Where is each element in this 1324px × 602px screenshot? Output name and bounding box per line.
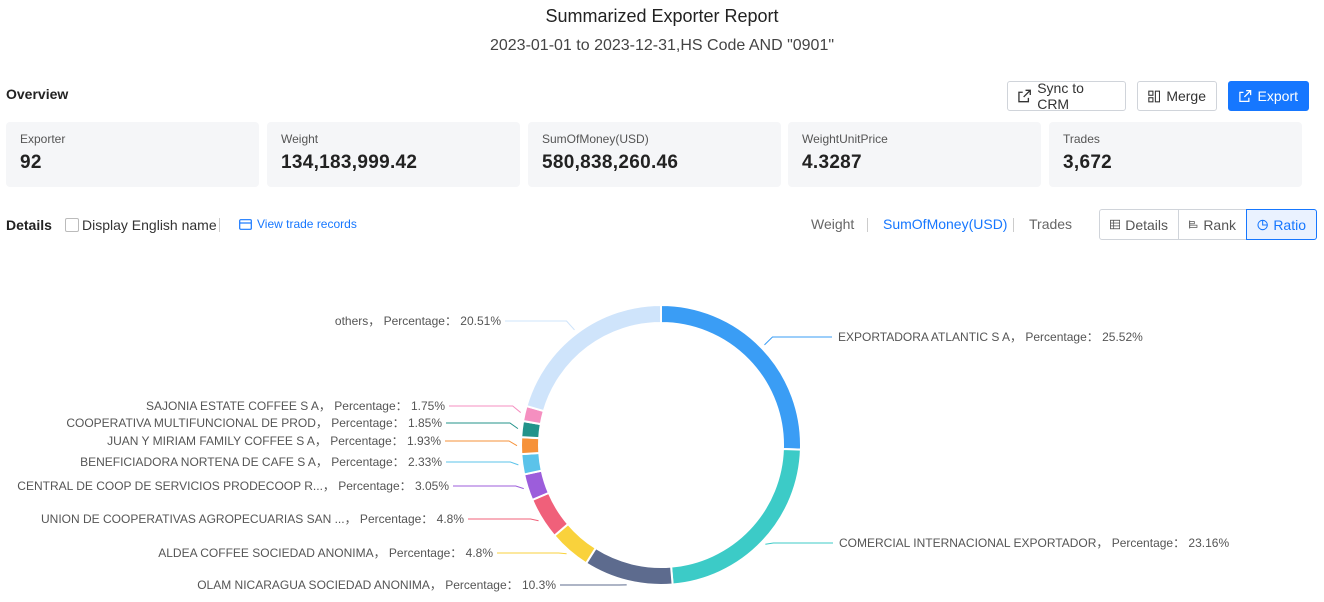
english-name-checkbox-label[interactable]: Display English name — [82, 217, 217, 233]
leader-line — [453, 485, 524, 490]
stat-card-trades: Trades 3,672 — [1049, 122, 1302, 187]
slice-label: COMERCIAL INTERNACIONAL EXPORTADOR， Perc… — [839, 536, 1229, 550]
leader-line — [497, 552, 567, 555]
pie-slice[interactable] — [660, 303, 802, 451]
stat-card-sum-of-money: SumOfMoney(USD) 580,838,260.46 — [528, 122, 781, 187]
slice-label: ALDEA COFFEE SOCIEDAD ANONIMA， Percentag… — [158, 546, 493, 560]
sync-button-label: Sync to CRM — [1037, 80, 1084, 112]
stat-label: WeightUnitPrice — [802, 132, 888, 146]
pie-chart-icon — [1257, 219, 1268, 230]
slice-label: CENTRAL DE COOP DE SERVICIOS PRODECOOP R… — [17, 479, 449, 493]
pie-slice[interactable] — [525, 303, 662, 413]
details-heading: Details — [6, 217, 52, 233]
view-trade-records-link[interactable]: View trade records — [239, 217, 357, 231]
stat-label: Trades — [1063, 132, 1100, 146]
stat-value: 580,838,260.46 — [542, 152, 679, 173]
divider — [867, 218, 868, 232]
view-rank-button[interactable]: Rank — [1178, 209, 1247, 240]
view-details-label: Details — [1125, 216, 1168, 233]
leader-line — [765, 542, 833, 545]
pie-slice[interactable] — [530, 491, 570, 538]
sync-to-crm-button[interactable]: Sync to CRM — [1007, 80, 1126, 112]
export-button-label: Export — [1257, 88, 1298, 104]
stat-value: 3,672 — [1063, 152, 1113, 173]
leader-line — [505, 320, 575, 331]
merge-button-label: Merge — [1166, 88, 1206, 104]
stat-value: 4.3287 — [802, 152, 862, 173]
metric-tab-weight[interactable]: Weight — [811, 216, 855, 232]
slice-label: EXPORTADORA ATLANTIC S A， Percentage： 25… — [838, 330, 1143, 344]
stat-card-weight: Weight 134,183,999.42 — [267, 122, 520, 187]
merge-icon — [1148, 90, 1161, 102]
view-rank-label: Rank — [1203, 216, 1236, 233]
view-details-button[interactable]: Details — [1099, 209, 1179, 240]
pie-slice[interactable] — [520, 436, 541, 456]
table-icon — [1110, 219, 1121, 230]
metric-tab-trades[interactable]: Trades — [1029, 216, 1073, 232]
export-icon — [1239, 90, 1252, 102]
pie-slice[interactable] — [584, 546, 674, 586]
report-subtitle: 2023-01-01 to 2023-12-31,HS Code AND "09… — [489, 37, 835, 54]
stat-card-weight-unit-price: WeightUnitPrice 4.3287 — [788, 122, 1041, 187]
english-name-checkbox[interactable] — [65, 218, 79, 232]
stat-label: Weight — [281, 132, 319, 146]
slice-label: others， Percentage： 20.51% — [335, 314, 501, 328]
slice-label: OLAM NICARAGUA SOCIEDAD ANONIMA， Percent… — [197, 578, 556, 592]
leader-line — [446, 422, 519, 430]
leader-line — [446, 461, 519, 466]
view-ratio-label: Ratio — [1273, 216, 1306, 233]
pie-slice[interactable] — [670, 447, 802, 586]
leader-line — [468, 518, 539, 522]
divider — [1013, 218, 1014, 232]
leader-line — [449, 405, 522, 413]
card-icon — [239, 218, 252, 230]
stat-value: 134,183,999.42 — [281, 152, 418, 173]
stat-label: SumOfMoney(USD) — [542, 132, 649, 146]
slice-label: JUAN Y MIRIAM FAMILY COFFEE S A， Percent… — [107, 434, 441, 448]
slice-label: SAJONIA ESTATE COFFEE S A， Percentage： 1… — [146, 399, 445, 413]
merge-button[interactable]: Merge — [1137, 81, 1217, 111]
overview-heading: Overview — [6, 86, 69, 102]
stat-value: 92 — [20, 152, 42, 173]
stat-card-exporter: Exporter 92 — [6, 122, 259, 187]
leader-line — [445, 440, 518, 447]
export-button[interactable]: Export — [1228, 81, 1309, 111]
view-mode-group: Details Rank Ratio — [1099, 209, 1317, 240]
slice-label: UNION DE COOPERATIVAS AGROPECUARIAS SAN … — [41, 512, 464, 526]
rank-icon — [1189, 220, 1198, 229]
pie-slice[interactable] — [520, 451, 543, 476]
report-title: Summarized Exporter Report — [545, 6, 779, 26]
stat-label: Exporter — [20, 132, 66, 146]
sync-icon — [1018, 89, 1031, 103]
metric-tab-sum-of-money[interactable]: SumOfMoney(USD) — [883, 216, 1008, 232]
slice-label: COOPERATIVA MULTIFUNCIONAL DE PROD， Perc… — [66, 416, 442, 430]
view-trade-records-label: View trade records — [257, 217, 357, 231]
leader-line — [764, 336, 832, 346]
divider — [219, 218, 220, 232]
view-ratio-button[interactable]: Ratio — [1246, 209, 1317, 240]
slice-label: BENEFICIADORA NORTENA DE CAFE S A， Perce… — [80, 455, 442, 469]
